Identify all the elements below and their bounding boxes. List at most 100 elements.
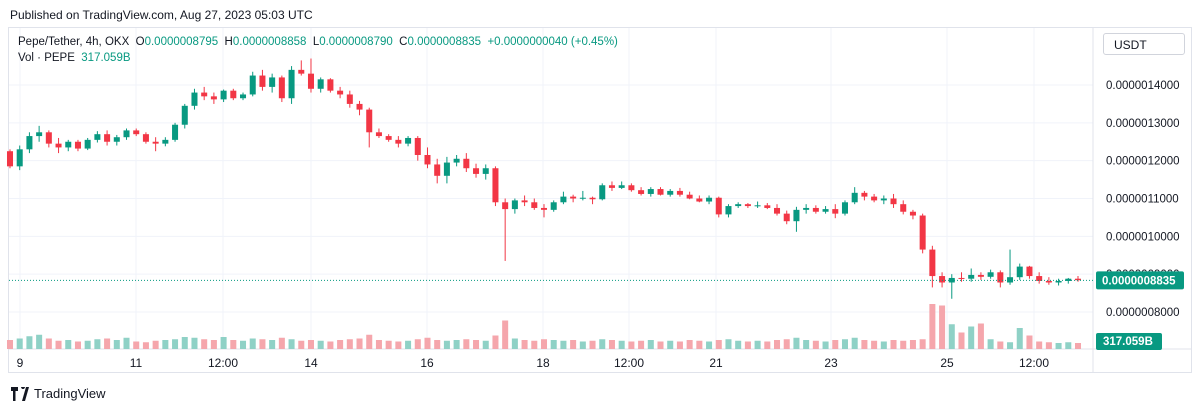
candle-body: [162, 139, 169, 144]
candle-body: [230, 90, 237, 99]
volume-label: Vol · PEPE: [18, 52, 75, 64]
volume-bar: [65, 340, 72, 349]
volume-bar: [628, 341, 635, 349]
volume-bar: [890, 340, 897, 349]
volume-bar: [725, 339, 732, 349]
volume-bar: [531, 340, 538, 349]
candle-body: [298, 69, 305, 74]
candle-body: [968, 274, 975, 279]
volume-bar: [939, 305, 946, 349]
candle-body: [725, 206, 732, 215]
candle-body: [269, 77, 276, 87]
volume-bar: [133, 341, 140, 349]
candle-body: [638, 190, 645, 194]
volume-bar: [550, 340, 557, 349]
volume-bar: [638, 340, 645, 349]
volume-badge-label: 317.059B: [1103, 336, 1153, 348]
volume-bar: [210, 340, 217, 349]
volume-bar: [55, 340, 62, 349]
volume-bar: [803, 340, 810, 349]
volume-bar: [841, 339, 848, 349]
volume-bar: [337, 340, 344, 349]
candle-body: [307, 73, 314, 89]
volume-bar: [240, 340, 247, 349]
volume-bar: [453, 340, 460, 349]
volume-bar: [191, 337, 198, 349]
volume-bar: [473, 340, 480, 349]
volume-bar: [618, 340, 625, 349]
volume-bar: [783, 339, 790, 349]
candle-body: [919, 215, 926, 250]
candle-body: [240, 94, 247, 99]
currency-button[interactable]: USDT: [1103, 33, 1185, 55]
candle-body: [783, 213, 790, 222]
candle-body: [1016, 266, 1023, 278]
high-value: 0.0000008858: [232, 36, 307, 48]
volume-bar: [715, 340, 722, 349]
candle-body: [676, 190, 683, 195]
candle-body: [55, 143, 62, 148]
volume-bar: [570, 340, 577, 349]
candle-body: [278, 77, 285, 99]
volume-bar: [278, 337, 285, 349]
volume-bar: [123, 337, 130, 349]
candle-body: [201, 92, 208, 97]
volume-bar: [647, 340, 654, 349]
volume-bar: [317, 340, 324, 349]
low-label: L: [312, 36, 320, 48]
candle-body: [385, 136, 392, 140]
candle-body: [628, 185, 635, 191]
volume-bar: [201, 339, 208, 349]
high-label: H: [224, 36, 233, 48]
volume-bar: [36, 334, 43, 349]
footer-brand-label: TradingView: [34, 386, 106, 401]
volume-bar: [1036, 341, 1043, 349]
volume-bar: [1074, 343, 1082, 349]
volume-bar: [220, 337, 227, 349]
candle-body: [715, 197, 722, 215]
open-label: O: [135, 36, 145, 48]
volume-legend: Vol · PEPE 317.059B: [18, 52, 131, 64]
candle-body: [929, 249, 936, 277]
candle-body: [812, 207, 819, 212]
candle-body: [550, 202, 557, 210]
close-value: 0.0000008835: [407, 36, 482, 48]
volume-bar: [395, 341, 402, 349]
y-tick-label: 0.0000008000: [1106, 307, 1180, 319]
candle-body: [492, 168, 499, 203]
candle-body: [288, 69, 295, 99]
volume-bar: [540, 339, 548, 349]
candle-body: [589, 197, 596, 200]
x-tick-label: 12:00: [614, 356, 644, 370]
x-tick-label: 12:00: [1019, 356, 1049, 370]
volume-bar: [482, 340, 489, 349]
x-tick-label: 11: [130, 356, 143, 370]
candle-body: [647, 189, 654, 194]
volume-bar: [968, 326, 975, 349]
volume-bar: [152, 340, 159, 349]
volume-bar: [774, 340, 781, 349]
footer-brand: TradingView: [10, 386, 106, 401]
volume-badge: [1096, 333, 1162, 350]
candle-body: [443, 162, 450, 176]
candle-body: [104, 134, 111, 142]
candle-body: [880, 198, 887, 201]
volume-bar: [502, 320, 509, 349]
y-tick-label: 0.0000013000: [1106, 118, 1180, 130]
candle-body: [463, 158, 470, 169]
volume-bar: [822, 341, 829, 349]
candle-body: [6, 151, 14, 167]
candle-body: [317, 79, 324, 89]
volume-bar: [599, 339, 606, 349]
volume-bar: [929, 304, 936, 349]
candle-body: [754, 205, 761, 207]
candle-body: [133, 130, 140, 135]
volume-bar: [919, 339, 926, 349]
candle-body: [696, 198, 703, 202]
volume-bar: [511, 338, 518, 349]
candle-body: [356, 103, 363, 110]
volume-bar: [443, 340, 450, 349]
x-tick-label: 12:00: [208, 356, 238, 370]
volume-bar: [356, 338, 363, 349]
